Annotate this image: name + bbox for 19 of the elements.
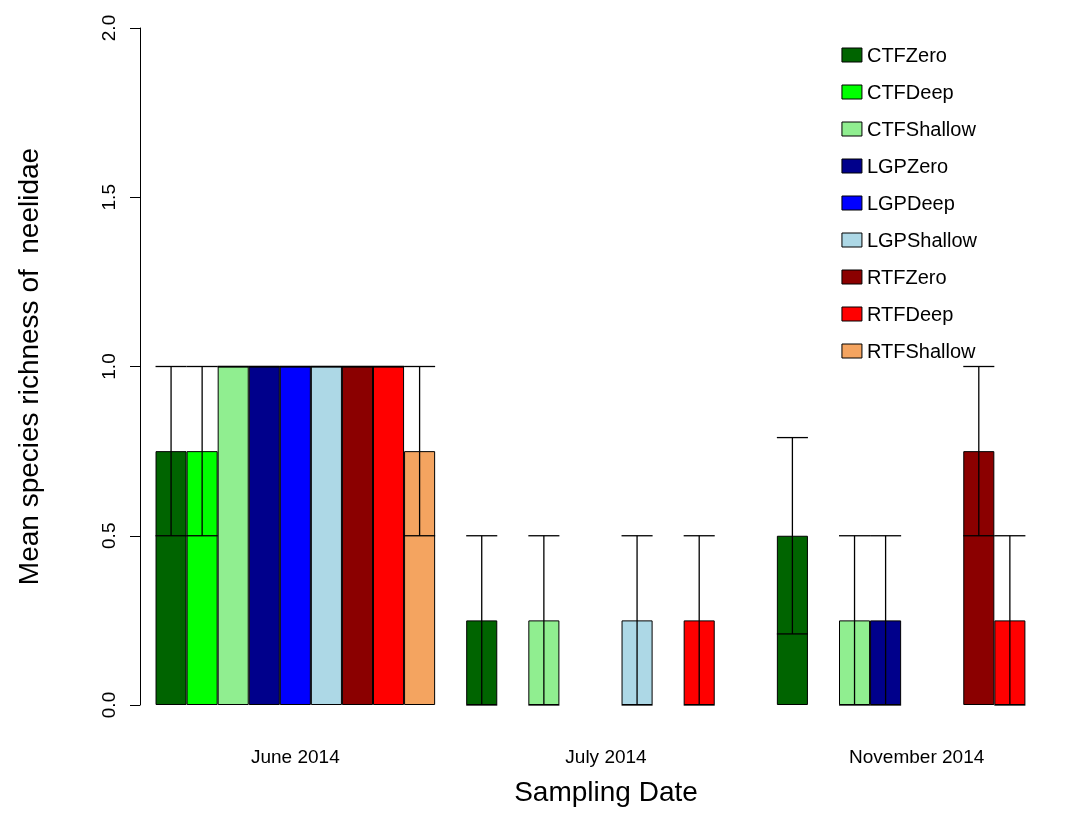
y-tick-label: 1.5 [98,184,119,211]
legend-label: LGPDeep [866,192,955,214]
y-tick-label: 2.0 [98,14,119,42]
x-tick-label: November 2014 [849,746,985,767]
legend-label: LGPShallow [866,229,978,251]
y-tick-label: 1.0 [98,353,119,380]
y-tick-label: 0.0 [98,691,119,719]
legend-label: RTFZero [866,266,947,288]
legend-label: LGPZero [866,155,949,177]
legend-label: RTFShallow [866,340,977,362]
x-tick-label: July 2014 [565,746,648,767]
y-tick-label: 0.5 [98,522,119,549]
legend-label: CTFDeep [866,81,954,103]
y-axis-title: Mean species richness of neelidae [12,147,44,586]
legend-label: CTFShallow [866,118,977,140]
x-tick-label: June 2014 [250,746,341,767]
legend-label: CTFZero [866,44,947,66]
x-axis-title: Sampling Date [514,775,698,807]
legend-label: RTFDeep [866,303,954,325]
